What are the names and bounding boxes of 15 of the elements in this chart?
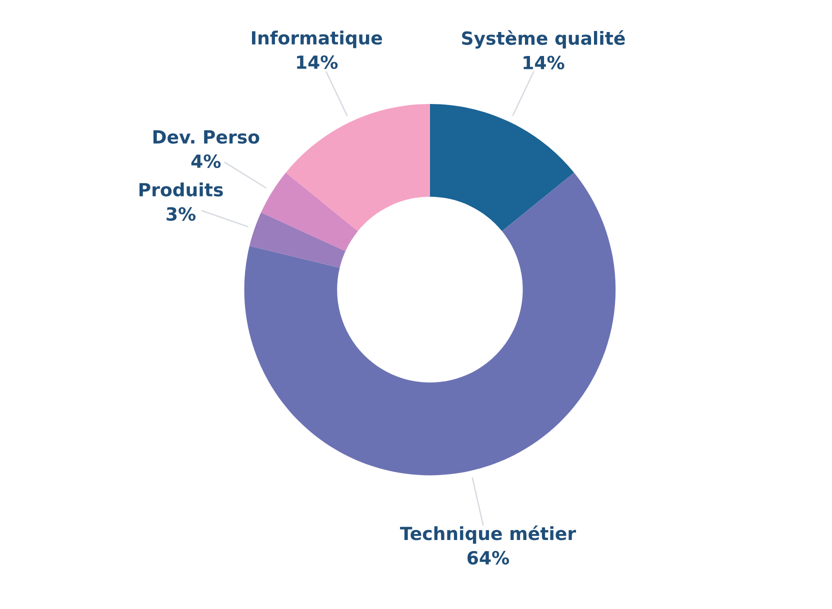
donut-slice	[249, 212, 346, 268]
slice-label: Informatique	[252, 30, 382, 48]
data-label: 64%	[468, 550, 510, 565]
data-label: 14%	[524, 56, 564, 70]
donut-slice	[430, 104, 574, 232]
slice-label: Produits	[139, 182, 223, 196]
donut-slice	[261, 172, 358, 252]
data-label: 14%	[297, 55, 338, 69]
donut-slice	[286, 104, 430, 232]
donut-slice	[244, 172, 616, 476]
slice-label: Système qualité	[462, 30, 625, 49]
slice-label: Technique métier	[400, 526, 576, 544]
data-label: 4%	[191, 154, 221, 168]
data-label: 3%	[166, 207, 196, 221]
slice-label: Dev. Perso	[153, 130, 260, 144]
